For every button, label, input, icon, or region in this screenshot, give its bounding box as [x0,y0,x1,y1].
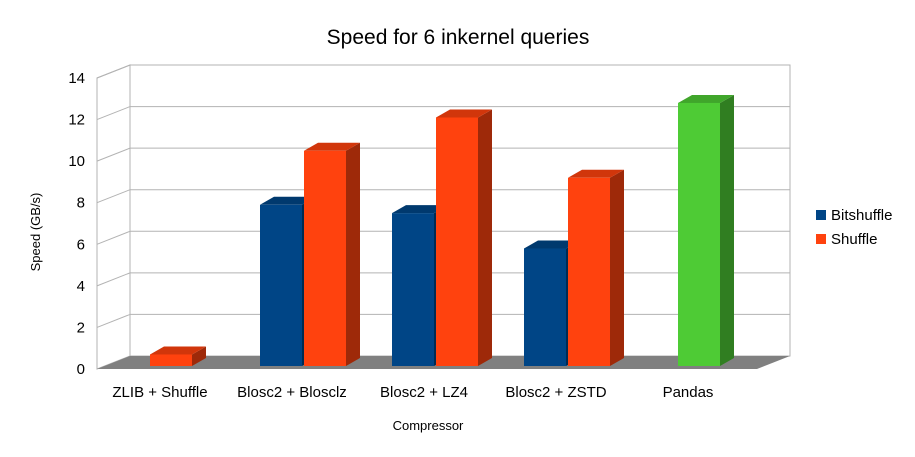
y-tick-label: 6 [77,236,85,253]
left-wall [96,64,131,370]
bar-blosc2-lz4-shuffle-side [478,109,492,366]
bar-blosc2-lz4-shuffle-top [436,109,492,118]
grid-line-side [96,106,131,121]
bar-blosc2-zstd-shuffle-side [610,169,624,366]
bars [150,94,734,366]
legend: Bitshuffle Shuffle [816,207,892,248]
x-category-label: Pandas [663,384,714,401]
y-tick-label: 12 [68,112,85,129]
bar-blosc2-zstd-shuffle-top [568,169,624,178]
grid-line-side [96,64,131,79]
x-category-label: ZLIB + Shuffle [112,384,207,401]
chart-title: Speed for 6 inkernel queries [327,26,590,49]
grid-line-side [96,230,131,245]
bar-zlib-shuffle-shuffle [150,346,206,366]
bar-blosc2-lz4-bitshuffle-front [392,213,434,366]
bar-blosc2-blosclz-shuffle-front [304,150,346,366]
bar-blosc2-blosclz-bitshuffle-front [260,204,302,366]
bar-pandas-front [678,102,720,366]
y-tick-label: 8 [77,195,85,212]
bar-blosc2-lz4-shuffle [436,109,492,366]
bar-pandas [678,94,734,366]
grid-line-side [96,313,131,328]
bar-pandas-side [720,94,734,366]
bar-blosc2-zstd-bitshuffle-top [524,240,580,249]
bar-blosc2-zstd-shuffle-front [568,177,610,366]
y-tick-label: 10 [68,153,85,170]
grid-line-side [96,189,131,204]
y-tick-label: 14 [68,70,85,87]
bar-zlib-shuffle-shuffle-top [150,346,206,355]
bar-pandas-top [678,94,734,103]
y-tick-label: 4 [77,278,85,295]
bar-blosc2-blosclz-shuffle [304,142,360,366]
bar-zlib-shuffle-shuffle-side [192,346,206,366]
x-category-label: Blosc2 + Blosclz [237,384,347,401]
bar-blosc2-blosclz-shuffle-top [304,142,360,151]
bar-blosc2-lz4-bitshuffle-top [392,205,448,214]
bar-blosc2-blosclz-bitshuffle-top [260,196,316,205]
legend-swatch-shuffle [816,234,826,244]
bar-blosc2-zstd-shuffle [568,169,624,366]
x-category-label: Blosc2 + LZ4 [380,384,468,401]
grid-line-side [96,272,131,287]
bar-zlib-shuffle-shuffle-front [150,354,192,366]
y-axis-label: Speed (GB/s) [28,193,43,272]
x-axis-label: Compressor [393,418,464,433]
bar-blosc2-zstd-bitshuffle-front [524,248,566,366]
legend-label-bitshuffle: Bitshuffle [831,207,892,224]
grid-line-side [96,147,131,162]
bar-blosc2-blosclz-shuffle-side [346,142,360,366]
y-tick-label: 2 [77,319,85,336]
x-category-label: Blosc2 + ZSTD [505,384,606,401]
bar-blosc2-lz4-shuffle-front [436,117,478,366]
legend-swatch-bitshuffle [816,210,826,220]
legend-label-shuffle: Shuffle [831,231,877,248]
y-axis-ticks: 0 2 4 6 8 10 12 14 [68,70,85,378]
y-tick-label: 0 [77,361,85,378]
x-axis-categories: ZLIB + Shuffle Blosc2 + Blosclz Blosc2 + L… [112,384,713,401]
